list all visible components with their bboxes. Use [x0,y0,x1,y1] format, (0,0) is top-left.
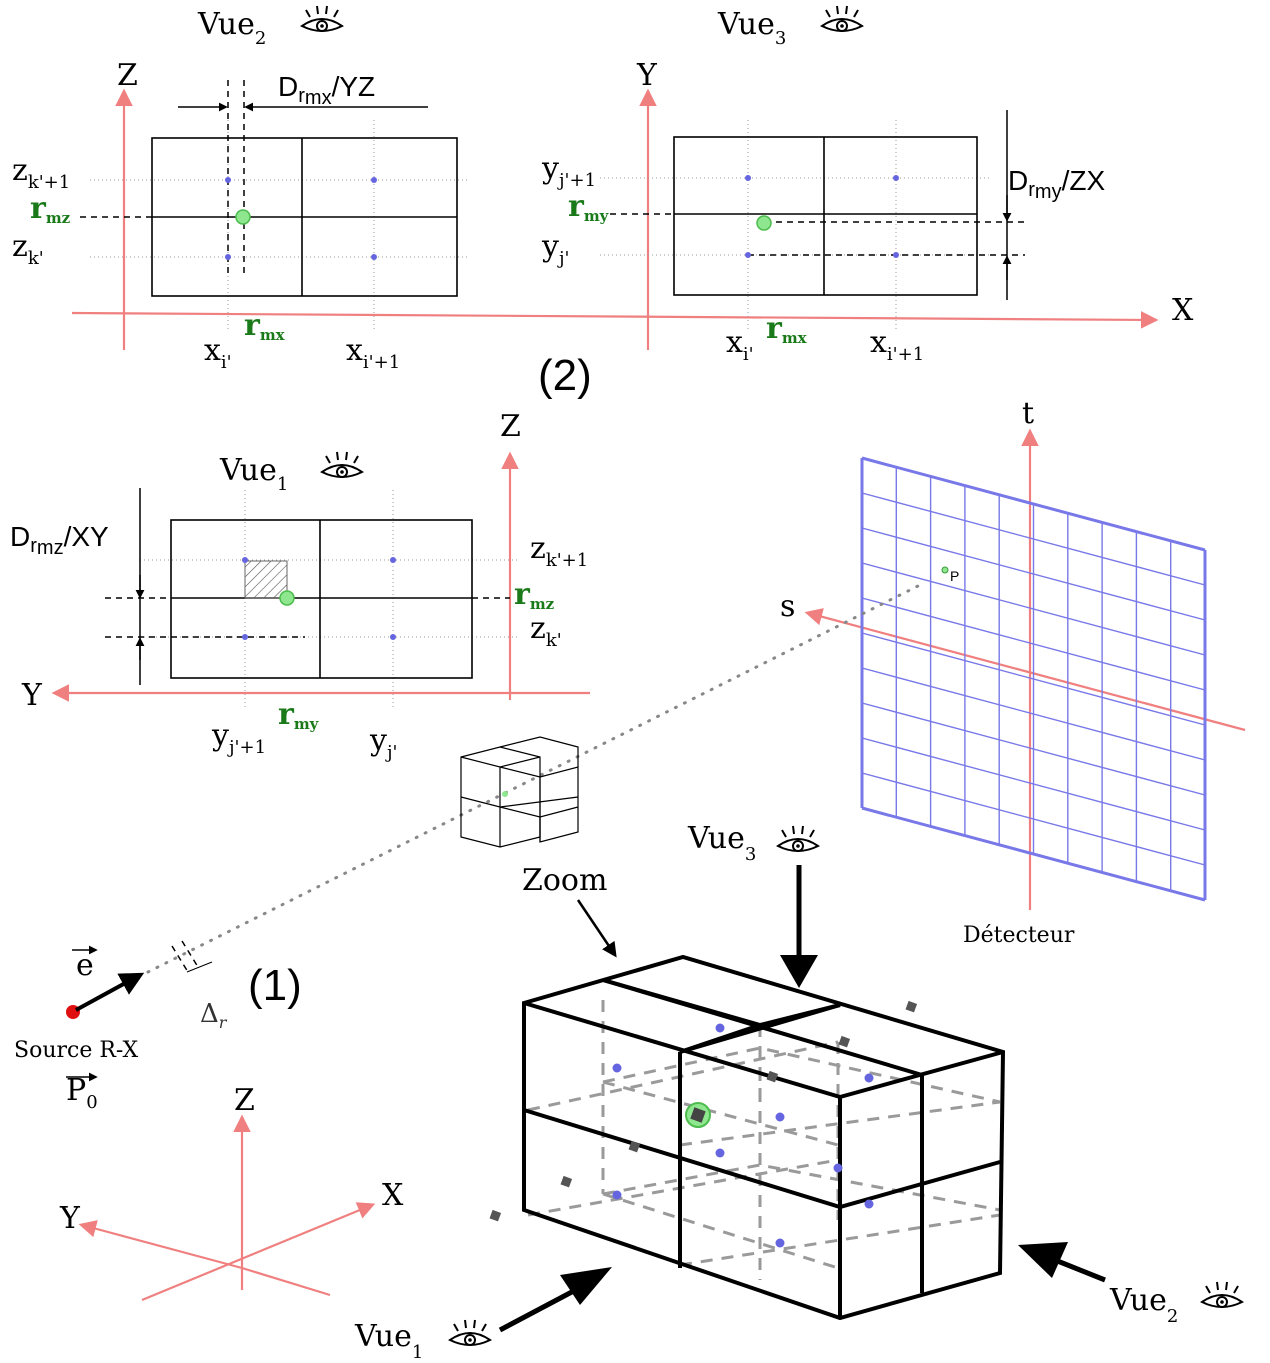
top-y-label: Y [636,58,658,93]
zk-mid-label: zk' [530,611,562,651]
source-caption: Source R-X [14,1038,139,1063]
xi-left-label: xi' [204,333,232,373]
step-2-label: (2) [538,351,592,400]
global-x-label: X [382,1178,404,1213]
eye-icon [777,825,819,852]
vue1-mid-label: Vue1 [219,453,288,495]
mid-z-label: Z [500,409,521,444]
rmz-top-label: rmz [30,191,71,227]
voxel-box-3d [489,954,1006,1321]
vue3-bottom-label: Vue3 [687,821,756,865]
delta-label: Δr [200,999,228,1032]
d-zx-label: Drmy/ZX [1008,165,1105,203]
top-x-axis [71,311,1159,329]
yj1-mid-label: yj'+1 [211,718,266,758]
eye-icon [301,5,343,32]
ray-line [146,583,922,974]
rmx-left-label: rmx [244,308,286,344]
source: e Source R-X P0 Δr (1) [14,940,302,1113]
top-x-label: X [1172,293,1194,328]
zk1-mid-label: zk'+1 [530,531,588,571]
xi1-right-label: xi'+1 [870,325,924,365]
xy-grid [600,110,1025,330]
p-label: P [950,568,959,584]
p0-label: P0 [66,1073,98,1113]
xi-right-label: xi' [726,325,754,365]
vue2-top-label: Vue2 [197,7,266,49]
zoom-thumbnail [460,736,579,848]
zk-label: zk' [12,229,44,269]
d-yz-label: Drmx/YZ [278,71,375,109]
rmx-right-label: rmx [766,311,808,347]
zk1-label: zk'+1 [12,153,70,193]
rmy-top-label: rmy [568,189,610,225]
s-axis-label: s [780,589,795,624]
step-1-label: (1) [248,961,302,1010]
vue3-top-label: Vue3 [717,7,786,49]
yj-mid-label: yj' [369,723,397,763]
e-vector-label: e [76,948,94,983]
eye-icon [449,1319,491,1346]
global-z-label: Z [234,1083,255,1118]
zoom-label: Zoom [522,863,607,898]
eye-icon [321,451,363,478]
mid-y-label: Y [21,678,43,713]
xi1-left-label: xi'+1 [346,333,400,373]
top-panel: Z Y X Vue2 Vue3 Drmx/YZ [12,5,1194,400]
rmy-mid-label: rmy [278,697,320,733]
rmz-mid-label: rmz [514,577,555,613]
global-axes: Z Y X [59,1083,404,1302]
eye-icon [1201,1281,1243,1308]
yj1-top-label: yj'+1 [541,151,596,191]
vue1-bottom-label: Vue1 [354,1319,423,1363]
mid-panel: Z Y Vue1 Drmz/XY zk'+1 rmz zk' yj'+1 rmy… [10,409,590,763]
global-y-label: Y [59,1201,81,1236]
xz-grid [80,80,470,330]
eye-icon [821,5,863,32]
detector: P t s Détecteur [780,396,1246,948]
top-z-label: Z [117,58,138,93]
detector-caption: Détecteur [963,923,1075,948]
t-axis-label: t [1022,396,1034,431]
yj-top-label: yj' [541,229,569,269]
d-xy-label: Drmz/XY [10,521,109,559]
vue2-bottom-label: Vue2 [1109,1283,1178,1327]
